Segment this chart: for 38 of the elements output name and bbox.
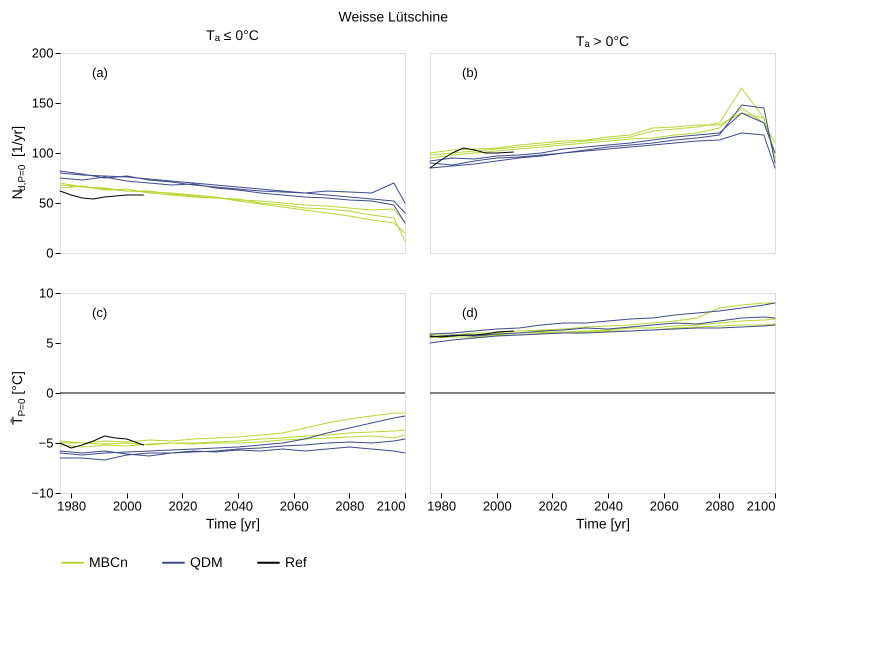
legend-label: QDM: [190, 554, 223, 570]
legend-label: MBCn: [89, 554, 128, 570]
annotation: (d): [462, 305, 478, 320]
annotation: (a): [92, 65, 108, 80]
annotation: (b): [462, 65, 478, 80]
x-tick-label: 2040: [224, 498, 254, 514]
y-axis-title: Nd,P=0 [1/yr]: [9, 126, 28, 200]
x-tick-label: 2060: [650, 498, 679, 514]
annotation: (c): [92, 305, 108, 320]
y-tick-label: 0: [46, 386, 54, 400]
x-tick-label: 2080: [705, 498, 734, 514]
y-tick-label: −5: [38, 436, 54, 450]
legend-label: Ref: [285, 554, 307, 570]
x-axis-title: Time [yr]: [206, 516, 260, 532]
y-tick-label: 200: [32, 46, 54, 60]
x-tick-label: 2020: [538, 498, 568, 514]
x-tick-label: 2060: [280, 498, 309, 514]
text: Weisse Lütschine: [338, 8, 448, 24]
y-tick-label: 5: [46, 336, 54, 350]
x-tick-label: 2080: [335, 498, 364, 514]
y-tick-label: 0: [46, 246, 54, 260]
x-tick-label: 1980: [57, 498, 86, 514]
x-tick-label: 1980: [427, 498, 456, 514]
y-tick-label: 50: [39, 196, 54, 210]
x-tick-label: 2100: [376, 498, 406, 514]
y-axis-title: T̄P=0 [°C]: [9, 371, 28, 425]
y-tick-label: 10: [39, 286, 54, 300]
chart-title: Tₐ ≤ 0°C: [206, 27, 259, 43]
x-tick-label: 2040: [594, 498, 624, 514]
x-tick-label: 2000: [112, 498, 142, 514]
x-tick-label: 2020: [168, 498, 198, 514]
x-tick-label: 2100: [746, 498, 776, 514]
chart-title: Tₐ > 0°C: [576, 33, 630, 49]
x-tick-label: 2000: [482, 498, 512, 514]
y-tick-label: 100: [32, 146, 54, 160]
y-tick-label: −10: [31, 486, 54, 500]
y-tick-label: 150: [32, 96, 54, 110]
x-axis-title: Time [yr]: [576, 516, 630, 532]
